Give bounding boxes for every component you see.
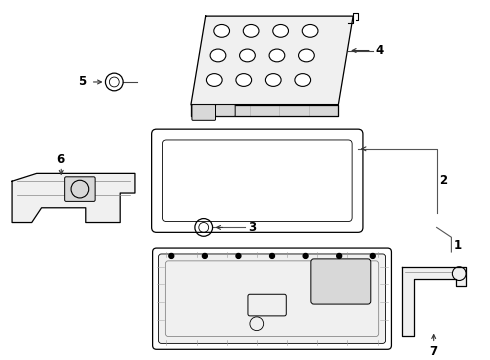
Ellipse shape	[295, 74, 311, 86]
Ellipse shape	[269, 49, 285, 62]
Text: 2: 2	[440, 174, 448, 187]
Circle shape	[370, 253, 375, 258]
Text: 4: 4	[376, 44, 384, 57]
Circle shape	[270, 253, 274, 258]
FancyBboxPatch shape	[159, 254, 386, 343]
Ellipse shape	[240, 49, 255, 62]
Ellipse shape	[273, 24, 289, 37]
Text: 3: 3	[248, 221, 256, 234]
Text: 7: 7	[429, 345, 437, 358]
Circle shape	[303, 253, 308, 258]
Circle shape	[169, 253, 174, 258]
Ellipse shape	[298, 49, 314, 62]
FancyBboxPatch shape	[311, 259, 371, 304]
Text: 6: 6	[56, 153, 65, 166]
Circle shape	[236, 253, 241, 258]
FancyBboxPatch shape	[192, 105, 216, 120]
Circle shape	[337, 253, 342, 258]
Ellipse shape	[302, 24, 318, 37]
Circle shape	[202, 253, 207, 258]
Polygon shape	[191, 16, 353, 105]
FancyBboxPatch shape	[248, 294, 286, 316]
Ellipse shape	[243, 24, 259, 37]
Ellipse shape	[266, 74, 281, 86]
Ellipse shape	[206, 74, 222, 86]
FancyBboxPatch shape	[65, 177, 95, 201]
Ellipse shape	[210, 49, 226, 62]
Text: 1: 1	[453, 239, 462, 252]
Text: 5: 5	[78, 76, 86, 89]
Ellipse shape	[214, 24, 229, 37]
Polygon shape	[191, 105, 339, 116]
Circle shape	[75, 184, 85, 194]
FancyBboxPatch shape	[216, 105, 235, 116]
Polygon shape	[402, 267, 466, 336]
FancyBboxPatch shape	[151, 129, 363, 232]
Ellipse shape	[236, 74, 252, 86]
Polygon shape	[12, 174, 135, 222]
FancyBboxPatch shape	[163, 140, 352, 221]
